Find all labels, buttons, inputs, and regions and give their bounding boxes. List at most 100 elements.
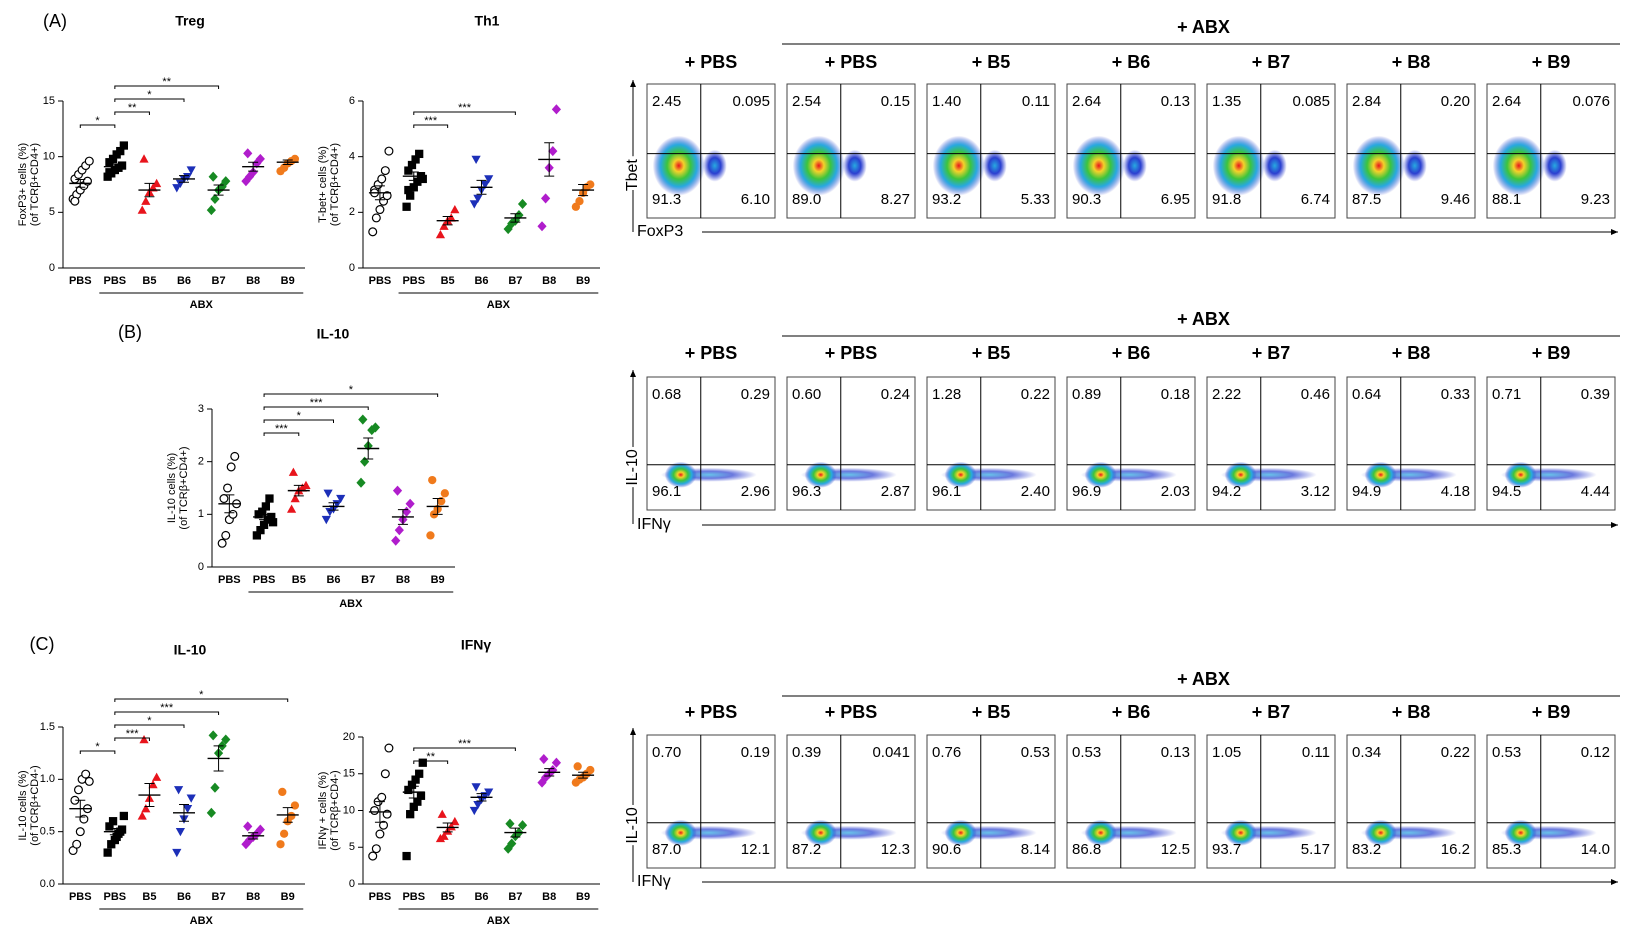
data-point: [391, 535, 401, 546]
y-axis-label: IFNγ + cells (%): [317, 772, 329, 850]
group-title: + ABX: [1177, 309, 1230, 329]
x-tick-label: PBS: [402, 891, 425, 903]
data-point: [221, 734, 231, 745]
y-tick-label: 0.5: [40, 826, 55, 838]
data-point: [210, 193, 220, 205]
data-point: [413, 797, 422, 806]
group-label: ABX: [190, 299, 214, 311]
plot-frame: [1066, 734, 1196, 869]
data-point: [243, 821, 253, 832]
quadrant-value: 1.28: [932, 386, 961, 403]
error-bar: [544, 142, 555, 177]
quadrant-value: 12.1: [741, 841, 770, 858]
data-point: [105, 168, 114, 177]
data-point: [336, 494, 346, 504]
data-point: [288, 467, 298, 476]
group-label: ABX: [487, 299, 511, 311]
panel-title: + B9: [1532, 52, 1571, 72]
quadrant-value: 94.5: [1492, 483, 1521, 500]
quadrant-value: 2.87: [881, 483, 910, 500]
significance-label: *: [95, 741, 100, 753]
quadrant-value: 16.2: [1441, 841, 1470, 858]
data-point: [404, 185, 413, 195]
data-point: [428, 475, 437, 485]
density: [1224, 461, 1257, 488]
quadrant-value: 91.3: [652, 191, 681, 208]
quadrant-value: 0.53: [1021, 744, 1050, 761]
data-point: [81, 769, 91, 779]
data-point: [384, 743, 394, 753]
panel-title: + B6: [1112, 702, 1151, 722]
density: [702, 149, 727, 182]
x-axis-label: FoxP3: [637, 223, 683, 240]
x-tick-label: PBS: [253, 574, 276, 586]
data-point: [248, 167, 258, 178]
quadrant-value: 6.95: [1161, 191, 1190, 208]
data-point: [404, 166, 413, 175]
data-point: [141, 804, 151, 813]
chart-title: Th1: [475, 13, 500, 29]
x-tick-label: B8: [542, 275, 556, 287]
x-tick-label: PBS: [218, 574, 241, 586]
data-point: [84, 776, 94, 786]
quadrant-value: 94.9: [1352, 483, 1381, 500]
data-point: [210, 782, 220, 793]
quadrant-value: 5.33: [1021, 191, 1050, 208]
data-point: [469, 806, 479, 816]
data-point: [116, 146, 125, 156]
error-bar: [408, 171, 419, 181]
data-point: [206, 807, 216, 818]
quadrant-value: 83.2: [1352, 841, 1381, 858]
data-point: [186, 794, 196, 803]
plot-frame: [646, 734, 776, 869]
group-label: ABX: [339, 598, 363, 610]
quadrant-value: 0.18: [1161, 386, 1190, 403]
plot-frame: [1346, 734, 1476, 869]
data-point: [377, 174, 387, 184]
data-point: [416, 791, 426, 800]
data-point: [228, 509, 238, 519]
significance-bracket: [413, 124, 449, 128]
x-tick-label: B9: [431, 574, 445, 586]
data-point: [152, 772, 162, 781]
x-tick-label: B6: [474, 891, 488, 903]
data-point: [473, 800, 483, 810]
quadrant-value: 93.7: [1212, 841, 1241, 858]
data-point: [174, 786, 184, 795]
data-point: [575, 197, 584, 206]
error-bar: [397, 509, 408, 525]
chart-title: IFNγ: [461, 637, 492, 653]
density: [982, 149, 1007, 182]
density: [1364, 461, 1397, 488]
error-bar: [476, 793, 487, 802]
data-point: [471, 783, 481, 792]
x-tick-label: B7: [212, 275, 226, 287]
x-tick-label: PBS: [369, 891, 392, 903]
data-point: [437, 809, 447, 818]
error-bar: [374, 801, 385, 823]
data-point: [415, 149, 424, 159]
quadrant-value: 89.0: [792, 191, 821, 208]
significance-label: **: [128, 102, 137, 114]
quadrant-value: 2.45: [652, 93, 681, 110]
data-point: [409, 183, 418, 192]
data-point: [152, 178, 162, 188]
panel-title: + PBS: [685, 52, 738, 72]
quadrant-value: 96.1: [932, 483, 961, 500]
data-point: [435, 230, 446, 239]
significance-bracket: [413, 747, 516, 751]
y-axis-label: Tbet: [624, 159, 641, 192]
data-point: [380, 166, 390, 176]
y-tick-label: 2: [349, 206, 355, 218]
data-point: [148, 779, 158, 789]
data-point: [548, 146, 558, 157]
quadrant-value: 86.8: [1072, 841, 1101, 858]
quadrant-value: 4.44: [1581, 483, 1610, 500]
quadrant-value: 96.1: [652, 483, 681, 500]
density: [652, 135, 705, 196]
quadrant-value: 0.22: [1021, 386, 1050, 403]
data-point: [278, 787, 287, 797]
significance-bracket: [79, 750, 116, 754]
data-point: [446, 213, 456, 222]
data-point: [537, 221, 547, 232]
